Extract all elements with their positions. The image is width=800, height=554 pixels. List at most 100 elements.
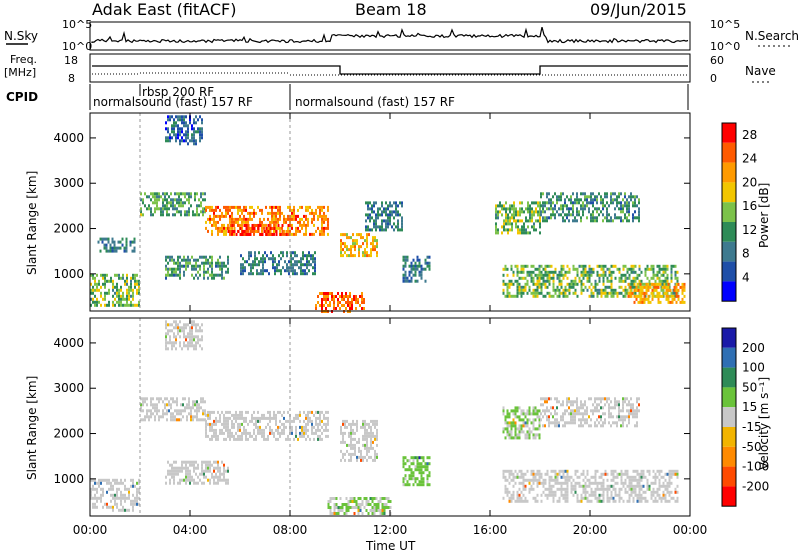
echo-cell bbox=[406, 480, 409, 484]
echo-cell bbox=[596, 484, 599, 488]
echo-cell bbox=[185, 323, 187, 327]
echo-cell bbox=[506, 291, 509, 295]
echo-cell bbox=[196, 406, 198, 410]
echo-cell bbox=[560, 291, 563, 295]
echo-cell bbox=[211, 434, 213, 438]
echo-cell bbox=[200, 195, 202, 199]
echo-cell bbox=[522, 475, 525, 479]
echo-cell bbox=[94, 294, 96, 298]
echo-cell bbox=[333, 509, 336, 512]
echo-cell bbox=[225, 229, 227, 233]
echo-cell bbox=[223, 416, 225, 420]
echo-cell bbox=[352, 437, 354, 441]
echo-cell bbox=[600, 288, 603, 292]
echo-cell bbox=[109, 246, 112, 250]
echo-cell bbox=[244, 266, 246, 270]
echo-cell bbox=[303, 428, 305, 432]
echo-cell bbox=[267, 422, 269, 426]
echo-cell bbox=[366, 254, 368, 258]
echo-cell bbox=[554, 207, 556, 211]
echo-cell bbox=[628, 204, 630, 208]
echo-cell bbox=[630, 490, 633, 494]
echo-cell bbox=[673, 297, 676, 301]
echo-cell bbox=[546, 418, 548, 422]
echo-cell bbox=[560, 285, 563, 289]
echo-cell bbox=[370, 242, 372, 246]
echo-cell bbox=[650, 276, 653, 280]
echo-cell bbox=[572, 484, 575, 488]
echo-cell bbox=[376, 434, 378, 438]
echo-cell bbox=[249, 217, 251, 221]
echo-cell bbox=[94, 487, 96, 491]
echo-cell bbox=[308, 263, 310, 267]
echo-cell bbox=[523, 231, 525, 235]
colorbar-frame bbox=[721, 122, 737, 302]
echo-cell bbox=[189, 335, 191, 339]
echo-cell bbox=[205, 270, 207, 274]
echo-cell bbox=[632, 276, 635, 280]
echo-cell bbox=[287, 229, 289, 233]
echo-cell bbox=[578, 418, 580, 422]
echo-cell bbox=[267, 410, 269, 414]
echo-cell bbox=[221, 472, 223, 476]
echo-cell bbox=[602, 478, 605, 482]
echo-cell bbox=[227, 211, 229, 215]
echo-cell bbox=[176, 192, 178, 196]
echo-cell bbox=[243, 416, 245, 420]
echo-cell bbox=[245, 227, 248, 230]
echo-cell bbox=[293, 232, 295, 236]
echo-cell bbox=[290, 263, 292, 267]
echo-cell bbox=[582, 424, 584, 428]
echo-cell bbox=[632, 415, 634, 419]
echo-cell bbox=[287, 434, 289, 438]
echo-cell bbox=[634, 195, 636, 199]
echo-cell bbox=[289, 217, 291, 221]
echo-cell bbox=[637, 300, 640, 304]
echo-cell bbox=[602, 484, 605, 488]
echo-cell bbox=[536, 478, 539, 482]
echo-cell bbox=[554, 478, 557, 482]
echo-cell bbox=[395, 210, 397, 214]
echo-cell bbox=[323, 211, 325, 215]
echo-cell bbox=[658, 484, 661, 488]
echo-cell bbox=[319, 422, 321, 426]
echo-cell bbox=[408, 468, 411, 472]
echo-cell bbox=[538, 291, 541, 295]
echo-cell bbox=[327, 422, 329, 426]
echo-cell bbox=[138, 496, 140, 500]
echo-cell bbox=[499, 201, 501, 205]
echo-cell bbox=[639, 294, 642, 298]
echo-cell bbox=[634, 270, 637, 274]
echo-cell bbox=[346, 443, 348, 447]
echo-cell bbox=[418, 258, 421, 262]
echo-cell bbox=[267, 227, 270, 230]
echo-cell bbox=[674, 472, 677, 476]
echo-cell bbox=[207, 410, 209, 414]
echo-cell bbox=[356, 425, 358, 429]
echo-cell bbox=[614, 490, 617, 494]
echo-cell bbox=[193, 463, 195, 467]
echo-cell bbox=[92, 505, 94, 509]
echo-cell bbox=[152, 213, 154, 217]
echo-cell bbox=[662, 484, 665, 488]
echo-cell bbox=[304, 272, 306, 276]
echo-cell bbox=[664, 487, 667, 491]
echo-cell bbox=[178, 204, 180, 208]
echo-cell bbox=[303, 434, 305, 438]
echo-cell bbox=[219, 419, 221, 423]
echo-cell bbox=[638, 279, 641, 283]
echo-cell bbox=[594, 285, 597, 289]
echo-cell bbox=[312, 260, 314, 264]
echo-cell bbox=[187, 478, 189, 482]
echo-cell bbox=[632, 487, 635, 491]
echo-cell bbox=[205, 220, 207, 224]
echo-cell bbox=[574, 487, 577, 491]
echo-cell bbox=[104, 297, 106, 301]
echo-cell bbox=[572, 400, 574, 404]
echo-cell bbox=[560, 282, 563, 286]
echo-cell bbox=[237, 422, 239, 426]
echo-cell bbox=[261, 208, 263, 212]
echo-cell bbox=[94, 300, 96, 304]
echo-cell bbox=[584, 496, 587, 500]
echo-cell bbox=[271, 428, 273, 432]
